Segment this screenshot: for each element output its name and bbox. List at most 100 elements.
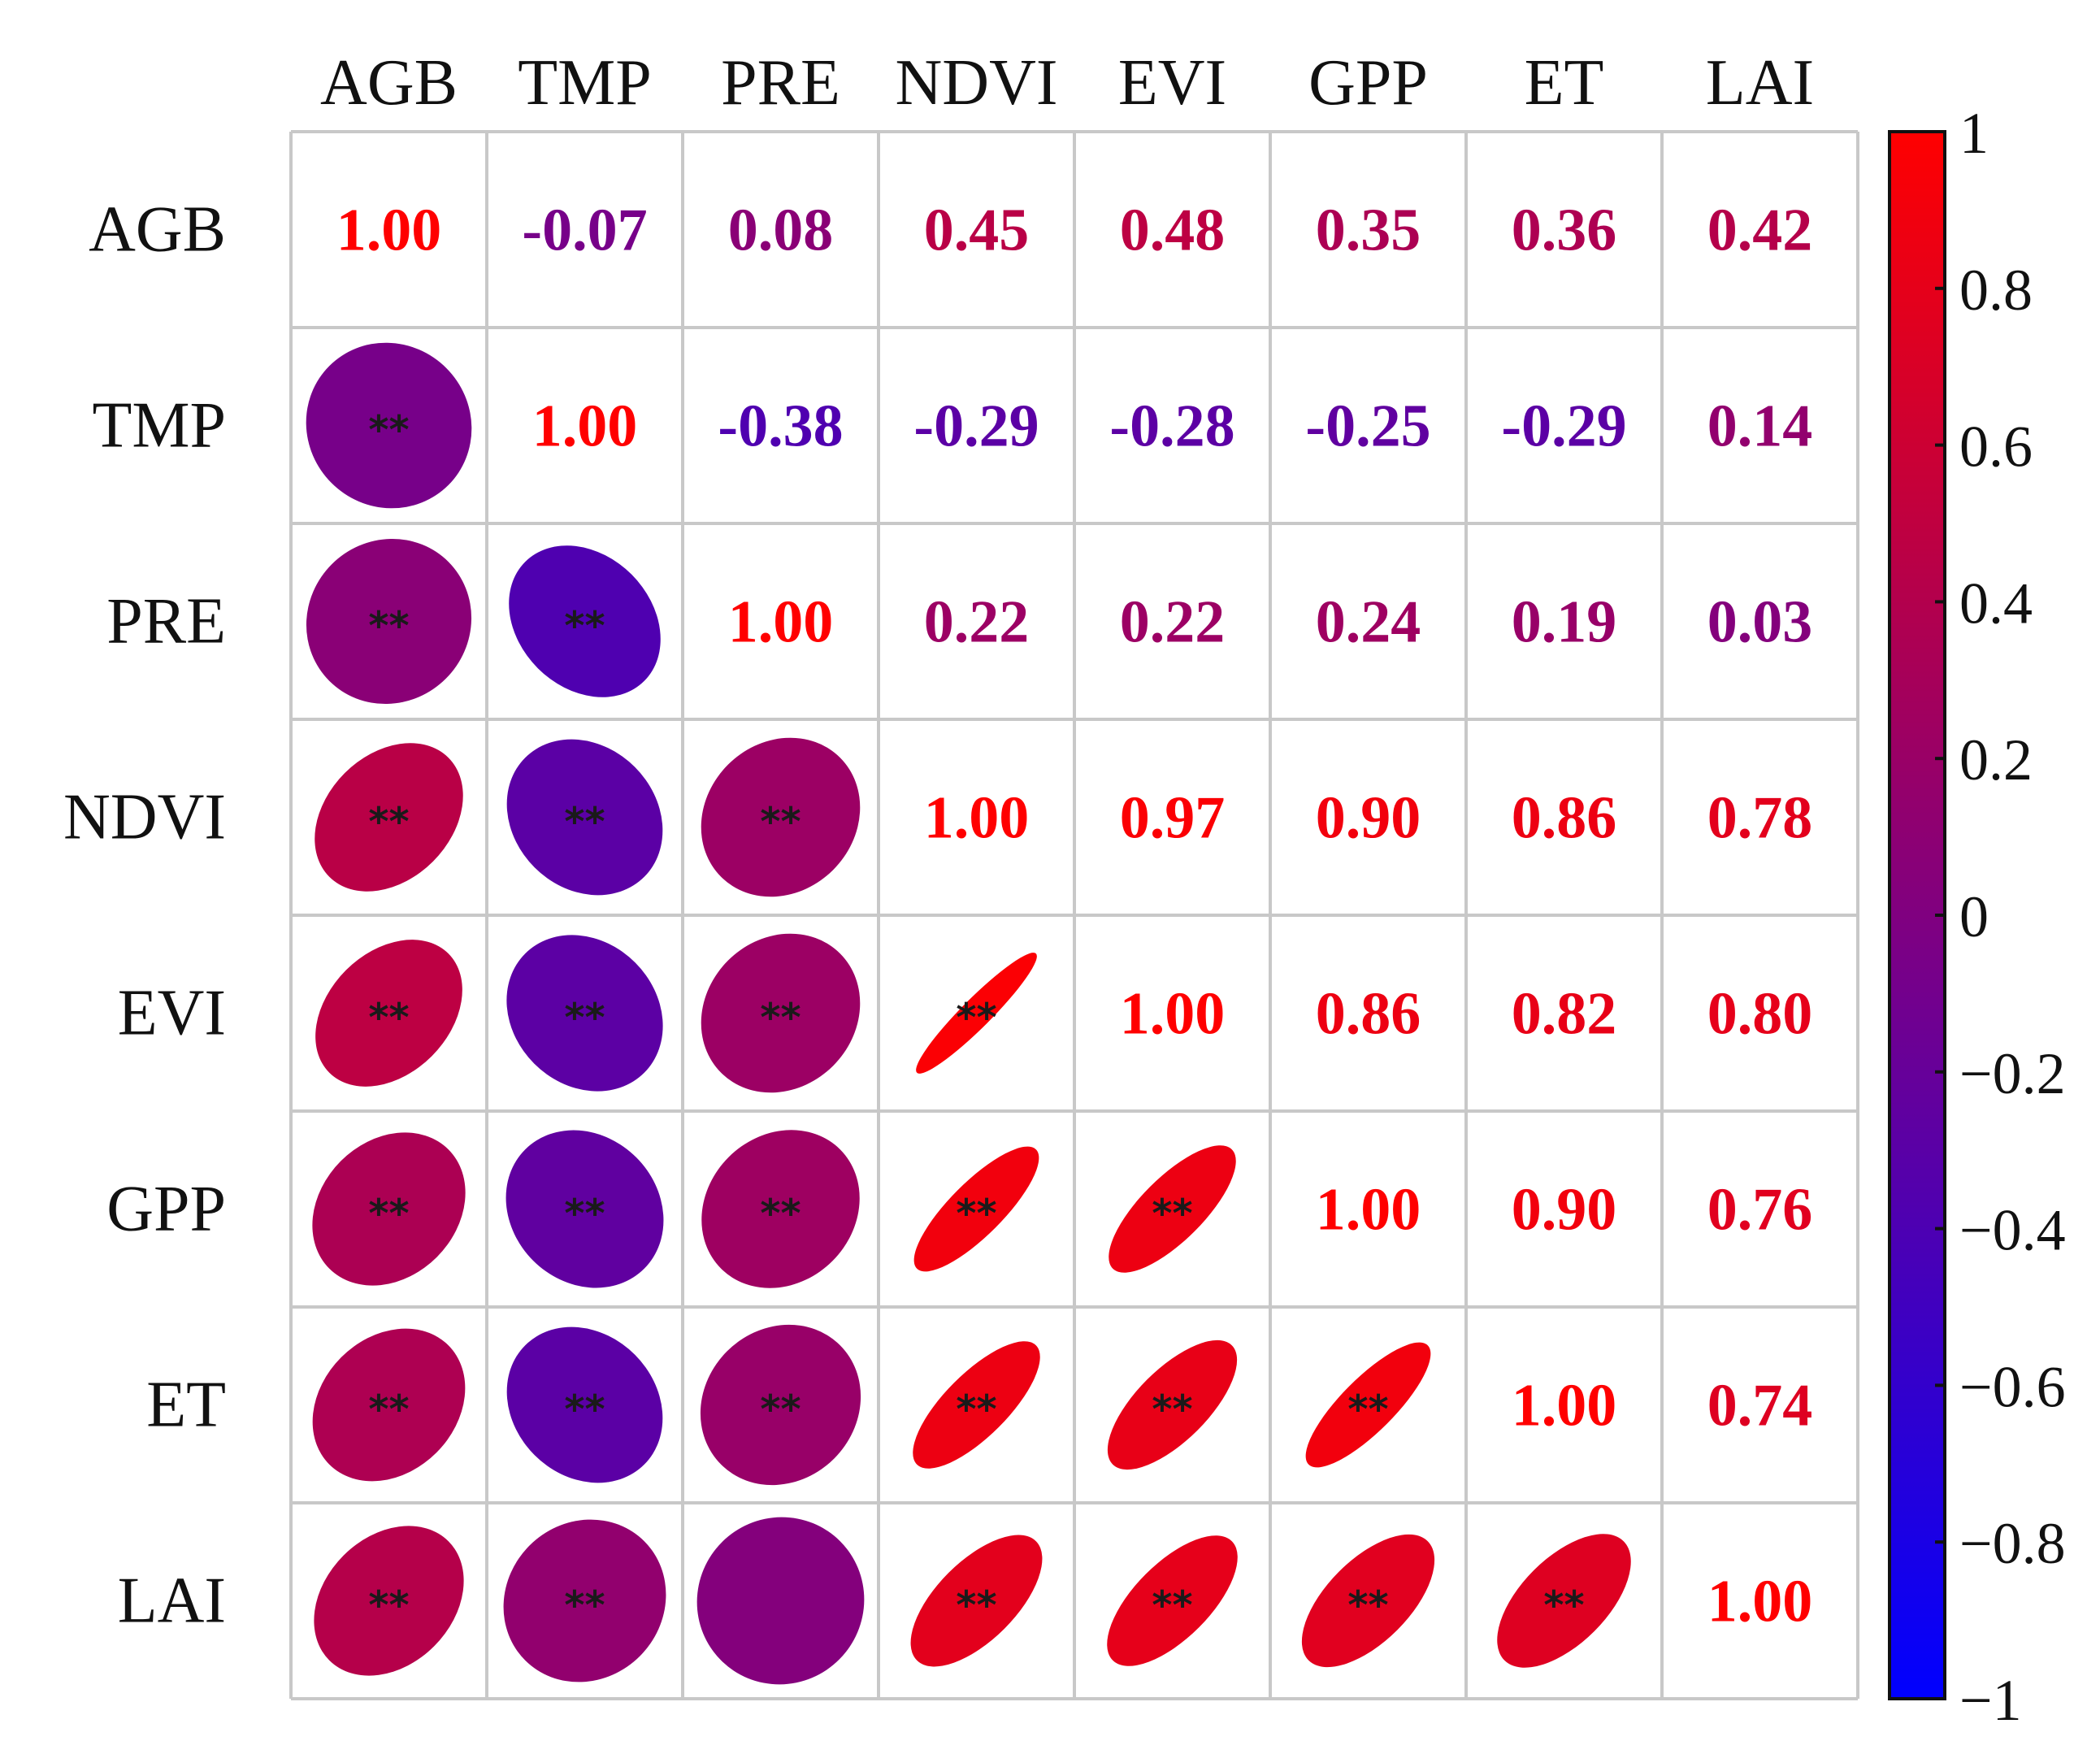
ellipse-lai-tmp <box>503 1519 666 1682</box>
significance-mark-lai-gpp: ** <box>1347 1583 1388 1629</box>
significance-mark-evi-ndvi: ** <box>956 996 996 1041</box>
row-label-gpp: GPP <box>106 1174 226 1245</box>
value-label-pre-lai: 0.03 <box>1707 589 1813 656</box>
row-label-agb: AGB <box>89 194 226 266</box>
value-label-tmp-pre: -0.38 <box>718 393 843 460</box>
ellipse-lai-ndvi <box>910 1535 1043 1667</box>
value-label-pre-ndvi: 0.22 <box>924 589 1030 656</box>
significance-mark-lai-ndvi: ** <box>956 1583 996 1629</box>
value-label-evi-et: 0.82 <box>1512 981 1617 1048</box>
value-label-agb-tmp: -0.07 <box>522 198 647 264</box>
ellipse-et-pre <box>700 1324 861 1486</box>
column-label-ndvi: NDVI <box>896 47 1058 119</box>
value-label-tmp-tmp: 1.00 <box>532 393 638 460</box>
significance-mark-ndvi-tmp: ** <box>564 800 605 845</box>
colorbar-tick-label-9: −0.8 <box>1959 1511 2066 1576</box>
row-label-pre: PRE <box>106 586 226 658</box>
ellipse-gpp-ndvi <box>913 1146 1039 1272</box>
ellipse-evi-ndvi <box>916 953 1037 1074</box>
value-label-ndvi-ndvi: 1.00 <box>924 785 1030 852</box>
significance-mark-et-ndvi: ** <box>956 1387 996 1433</box>
colorbar: 1 0.8 0.6 0.4 0.2 0 −0.2 −0.4 −0.6 −0.8 −1 <box>1888 101 2066 1733</box>
significance-mark-gpp-evi: ** <box>1152 1192 1192 1237</box>
colorbar-tick-label-2: 0.6 <box>1959 415 2033 480</box>
ellipse-lai-evi <box>1107 1535 1238 1666</box>
value-label-gpp-gpp: 1.00 <box>1316 1177 1421 1244</box>
value-label-gpp-lai: 0.76 <box>1707 1177 1813 1244</box>
value-label-tmp-evi: -0.28 <box>1109 393 1234 460</box>
value-label-et-et: 1.00 <box>1512 1373 1617 1439</box>
colorbar-tick-label-3: 0.4 <box>1959 571 2033 636</box>
value-label-pre-pre: 1.00 <box>728 589 834 656</box>
ellipse-gpp-evi <box>1109 1145 1236 1273</box>
colorbar-tick-label-4: 0.2 <box>1959 727 2033 792</box>
colorbar-tick-label-6: −0.2 <box>1959 1041 2066 1106</box>
ellipse-lai-et <box>1497 1534 1631 1668</box>
colorbar-tick-label-7: −0.4 <box>1959 1198 2066 1263</box>
column-label-agb: AGB <box>320 47 458 119</box>
value-label-agb-ndvi: 0.45 <box>924 198 1030 264</box>
value-label-agb-et: 0.36 <box>1512 198 1617 264</box>
column-label-pre: PRE <box>721 47 840 119</box>
column-label-tmp: TMP <box>518 47 652 119</box>
significance-mark-lai-tmp: ** <box>564 1583 605 1629</box>
ellipse-et-tmp <box>506 1326 663 1483</box>
significance-mark-et-tmp: ** <box>564 1387 605 1433</box>
significance-mark-ndvi-agb: ** <box>368 800 409 845</box>
colorbar-tick-label-0: 1 <box>1959 101 1989 166</box>
value-label-lai-lai: 1.00 <box>1707 1569 1813 1635</box>
column-label-gpp: GPP <box>1308 47 1428 119</box>
column-labels: AGB TMP PRE NDVI EVI GPP ET LAI <box>320 47 1814 119</box>
value-label-agb-agb: 1.00 <box>336 198 442 264</box>
column-label-et: ET <box>1525 47 1604 119</box>
value-label-agb-evi: 0.48 <box>1120 198 1226 264</box>
colorbar-tick-label-5: 0 <box>1959 884 1989 949</box>
ellipse-lai-gpp <box>1301 1534 1435 1668</box>
significance-mark-et-agb: ** <box>368 1387 409 1433</box>
significance-mark-evi-tmp: ** <box>564 996 605 1041</box>
significance-mark-pre-tmp: ** <box>564 604 605 649</box>
significance-mark-tmp-agb: ** <box>368 408 409 454</box>
value-label-pre-et: 0.19 <box>1512 589 1617 656</box>
ellipse-et-agb <box>312 1328 466 1482</box>
value-label-tmp-ndvi: -0.29 <box>913 393 1039 460</box>
ellipse-et-gpp <box>1305 1342 1431 1468</box>
value-label-ndvi-lai: 0.78 <box>1707 785 1813 852</box>
significance-mark-ndvi-pre: ** <box>760 800 801 845</box>
value-label-tmp-gpp: -0.25 <box>1305 393 1430 460</box>
value-label-tmp-lai: 0.14 <box>1707 393 1813 460</box>
value-label-pre-gpp: 0.24 <box>1316 589 1421 656</box>
significance-mark-gpp-agb: ** <box>368 1192 409 1237</box>
significance-mark-gpp-ndvi: ** <box>956 1192 996 1237</box>
column-label-evi: EVI <box>1118 47 1226 119</box>
colorbar-tick-label-10: −1 <box>1959 1668 2022 1733</box>
value-label-tmp-et: -0.29 <box>1501 393 1626 460</box>
value-label-agb-pre: 0.08 <box>728 198 834 264</box>
significance-mark-lai-evi: ** <box>1152 1583 1192 1629</box>
colorbar-tick-label-8: −0.6 <box>1959 1354 2066 1419</box>
value-label-gpp-et: 0.90 <box>1512 1177 1617 1244</box>
value-label-agb-gpp: 0.35 <box>1316 198 1421 264</box>
ellipse-evi-pre <box>701 933 861 1093</box>
matrix-grid <box>289 130 1859 1700</box>
value-label-evi-gpp: 0.86 <box>1316 981 1421 1048</box>
ellipse-gpp-pre <box>701 1130 860 1288</box>
value-label-evi-lai: 0.80 <box>1707 981 1813 1048</box>
row-label-ndvi: NDVI <box>63 782 226 853</box>
ellipse-ndvi-tmp <box>506 739 663 896</box>
value-label-pre-evi: 0.22 <box>1120 589 1226 656</box>
colorbar-tick-label-1: 0.8 <box>1959 258 2033 323</box>
significance-mark-evi-agb: ** <box>368 996 409 1041</box>
ellipse-evi-tmp <box>506 935 663 1092</box>
value-label-evi-evi: 1.00 <box>1120 981 1226 1048</box>
row-label-evi: EVI <box>118 978 226 1049</box>
significance-mark-et-pre: ** <box>760 1387 801 1433</box>
row-labels: AGB TMP PRE NDVI EVI GPP ET LAI <box>63 194 226 1637</box>
ellipse-et-ndvi <box>913 1341 1040 1469</box>
column-label-lai: LAI <box>1706 47 1814 119</box>
value-label-agb-lai: 0.42 <box>1707 198 1813 264</box>
value-label-ndvi-et: 0.86 <box>1512 785 1617 852</box>
row-label-lai: LAI <box>118 1565 226 1637</box>
